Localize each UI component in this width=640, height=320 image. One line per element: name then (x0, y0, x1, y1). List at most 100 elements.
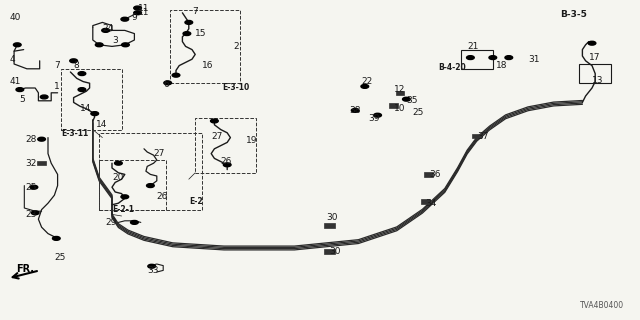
Text: 24: 24 (102, 24, 114, 33)
Circle shape (95, 43, 103, 47)
Text: 41: 41 (10, 77, 21, 86)
Bar (472, 134, 481, 138)
Text: 12: 12 (394, 85, 405, 94)
Text: 39: 39 (368, 114, 380, 123)
Text: 29: 29 (106, 218, 117, 227)
Text: 7: 7 (192, 7, 198, 16)
Circle shape (38, 137, 45, 141)
Text: 31: 31 (528, 55, 540, 64)
Text: 10: 10 (394, 104, 405, 113)
Text: 19: 19 (246, 136, 258, 145)
Text: 32: 32 (26, 159, 37, 168)
Text: 16: 16 (202, 61, 213, 70)
Bar (170, 10, 240, 83)
Text: 27: 27 (211, 132, 223, 140)
Circle shape (172, 73, 180, 77)
Text: 9: 9 (131, 13, 137, 22)
Circle shape (374, 113, 381, 117)
Text: 11: 11 (138, 8, 149, 17)
Circle shape (40, 95, 48, 99)
Circle shape (134, 6, 141, 10)
Circle shape (122, 43, 129, 47)
Circle shape (223, 163, 231, 167)
Circle shape (185, 20, 193, 24)
Circle shape (91, 112, 99, 116)
Text: 26: 26 (221, 157, 232, 166)
Text: 21: 21 (467, 42, 479, 51)
Text: 28: 28 (26, 135, 37, 144)
Text: FR.: FR. (16, 264, 34, 274)
Bar (424, 172, 433, 177)
Text: E-3-10: E-3-10 (223, 83, 250, 92)
Text: 26: 26 (157, 192, 168, 201)
Circle shape (131, 220, 138, 224)
Text: B-3-5: B-3-5 (560, 10, 587, 19)
Text: 33: 33 (147, 266, 159, 275)
Text: 8: 8 (74, 61, 79, 70)
Text: 25: 25 (26, 183, 37, 192)
Text: 14: 14 (80, 104, 92, 113)
Circle shape (115, 161, 122, 165)
Circle shape (505, 56, 513, 60)
Text: 34: 34 (426, 199, 437, 208)
Text: 25: 25 (54, 253, 66, 262)
Text: 11: 11 (138, 4, 149, 12)
Circle shape (31, 211, 39, 215)
Circle shape (78, 88, 86, 92)
Circle shape (211, 119, 218, 123)
Text: 4: 4 (10, 55, 15, 64)
Text: 40: 40 (10, 13, 21, 22)
Circle shape (13, 43, 21, 47)
Text: 36: 36 (429, 170, 440, 179)
Circle shape (489, 56, 497, 60)
Circle shape (30, 185, 38, 189)
Text: E-2-1: E-2-1 (112, 205, 134, 214)
Circle shape (134, 11, 141, 15)
Circle shape (70, 59, 77, 63)
Text: 30: 30 (330, 247, 341, 256)
Text: 27: 27 (154, 149, 165, 158)
Circle shape (102, 28, 109, 32)
Text: 15: 15 (195, 29, 207, 38)
Text: 7: 7 (54, 61, 60, 70)
Circle shape (183, 32, 191, 36)
Circle shape (403, 97, 410, 101)
Circle shape (467, 56, 474, 60)
Text: 22: 22 (362, 77, 373, 86)
Circle shape (121, 195, 129, 199)
Text: 17: 17 (589, 53, 600, 62)
Text: 13: 13 (592, 76, 604, 84)
Bar (324, 223, 335, 228)
Text: 38: 38 (349, 106, 360, 115)
Bar (99, 160, 166, 210)
Text: E-2: E-2 (189, 197, 202, 206)
Bar (99, 133, 202, 210)
Text: 1: 1 (54, 82, 60, 91)
Circle shape (121, 17, 129, 21)
Circle shape (147, 184, 154, 188)
Text: 35: 35 (406, 96, 418, 105)
Circle shape (588, 41, 596, 45)
Text: 6: 6 (163, 80, 169, 89)
Text: 20: 20 (112, 173, 124, 182)
Circle shape (351, 108, 359, 112)
Text: 25: 25 (413, 108, 424, 116)
Circle shape (164, 81, 172, 85)
Text: 18: 18 (496, 61, 508, 70)
Bar (61, 69, 122, 130)
Text: B-4-20: B-4-20 (438, 63, 466, 72)
Bar (389, 103, 398, 108)
Circle shape (148, 264, 156, 268)
Bar (324, 249, 335, 254)
Text: 14: 14 (96, 120, 108, 129)
Circle shape (78, 72, 86, 76)
Text: 23: 23 (26, 210, 37, 219)
Text: E-3-11: E-3-11 (61, 129, 88, 138)
Text: 5: 5 (19, 95, 25, 104)
Circle shape (16, 88, 24, 92)
Text: 3: 3 (112, 36, 118, 44)
Bar (396, 91, 404, 95)
Circle shape (361, 84, 369, 88)
Bar (461, 50, 493, 69)
Bar (195, 118, 256, 173)
